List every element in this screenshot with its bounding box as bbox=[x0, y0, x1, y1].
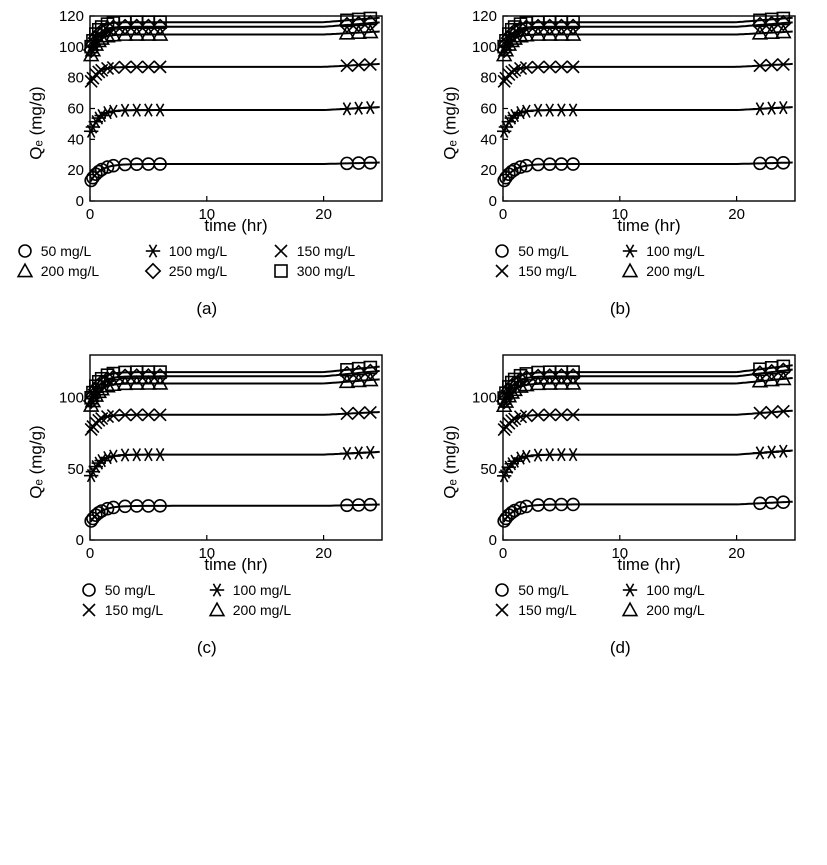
svg-text:0: 0 bbox=[499, 206, 507, 223]
chart-b: 02040608010012001020time (hr) bbox=[461, 10, 801, 235]
legend-label: 200 mg/L bbox=[233, 602, 291, 618]
svg-text:120: 120 bbox=[59, 10, 84, 25]
legend-item: 200 mg/L bbox=[15, 261, 135, 281]
legend: 50 mg/L 100 mg/L 150 mg/L 200 mg/L bbox=[79, 580, 335, 620]
legend-label: 50 mg/L bbox=[518, 243, 569, 259]
svg-text:100: 100 bbox=[472, 390, 497, 407]
legend-label: 200 mg/L bbox=[41, 263, 99, 279]
svg-text:50: 50 bbox=[67, 461, 84, 478]
chart-c: 05010001020time (hr) bbox=[48, 349, 388, 574]
legend-label: 50 mg/L bbox=[105, 582, 156, 598]
svg-text:0: 0 bbox=[86, 545, 94, 562]
panel-caption: (a) bbox=[196, 299, 217, 319]
legend-item: 300 mg/L bbox=[271, 261, 391, 281]
legend-label: 150 mg/L bbox=[518, 602, 576, 618]
svg-text:120: 120 bbox=[472, 10, 497, 25]
legend-label: 100 mg/L bbox=[233, 582, 291, 598]
svg-text:40: 40 bbox=[67, 131, 84, 148]
svg-text:20: 20 bbox=[481, 162, 498, 179]
ylabel: Qₑ (mg/g) bbox=[439, 349, 461, 574]
svg-text:50: 50 bbox=[481, 461, 498, 478]
svg-text:time (hr): time (hr) bbox=[204, 216, 267, 235]
legend-item: 200 mg/L bbox=[620, 600, 740, 620]
legend: 50 mg/L 100 mg/L 150 mg/L 200 mg/L 250 mg/L 3… bbox=[15, 241, 399, 281]
panel-a: Qₑ (mg/g) 02040608010012001020time (hr) … bbox=[5, 10, 409, 319]
legend-label: 150 mg/L bbox=[518, 263, 576, 279]
svg-text:100: 100 bbox=[59, 390, 84, 407]
legend-item: 50 mg/L bbox=[492, 580, 612, 600]
legend-label: 250 mg/L bbox=[169, 263, 227, 279]
panel-c: Qₑ (mg/g) 05010001020time (hr) 50 mg/L10… bbox=[5, 349, 409, 658]
panel-d: Qₑ (mg/g) 05010001020time (hr) 50 mg/L10… bbox=[419, 349, 823, 658]
legend-label: 100 mg/L bbox=[169, 243, 227, 259]
svg-text:0: 0 bbox=[489, 532, 497, 549]
legend-item: 150 mg/L bbox=[271, 241, 391, 261]
legend-label: 150 mg/L bbox=[297, 243, 355, 259]
legend-label: 150 mg/L bbox=[105, 602, 163, 618]
svg-text:time (hr): time (hr) bbox=[618, 555, 681, 574]
svg-text:40: 40 bbox=[481, 131, 498, 148]
svg-text:20: 20 bbox=[315, 545, 332, 562]
panel-caption: (b) bbox=[610, 299, 631, 319]
svg-text:time (hr): time (hr) bbox=[618, 216, 681, 235]
svg-text:0: 0 bbox=[499, 545, 507, 562]
ylabel: Qₑ (mg/g) bbox=[26, 349, 48, 574]
legend-label: 200 mg/L bbox=[646, 602, 704, 618]
svg-text:time (hr): time (hr) bbox=[204, 555, 267, 574]
svg-text:100: 100 bbox=[59, 39, 84, 56]
svg-text:0: 0 bbox=[489, 193, 497, 210]
svg-text:20: 20 bbox=[729, 206, 746, 223]
svg-text:60: 60 bbox=[67, 101, 84, 118]
svg-text:80: 80 bbox=[67, 70, 84, 87]
svg-text:20: 20 bbox=[67, 162, 84, 179]
legend-label: 50 mg/L bbox=[41, 243, 92, 259]
legend-item: 200 mg/L bbox=[620, 261, 740, 281]
svg-text:100: 100 bbox=[472, 39, 497, 56]
svg-text:20: 20 bbox=[729, 545, 746, 562]
legend-item: 50 mg/L bbox=[492, 241, 612, 261]
chart-a: 02040608010012001020time (hr) bbox=[48, 10, 388, 235]
svg-text:60: 60 bbox=[481, 101, 498, 118]
legend-item: 100 mg/L bbox=[207, 580, 327, 600]
chart-d: 05010001020time (hr) bbox=[461, 349, 801, 574]
svg-text:0: 0 bbox=[75, 532, 83, 549]
legend-label: 50 mg/L bbox=[518, 582, 569, 598]
legend: 50 mg/L 100 mg/L 150 mg/L 200 mg/L bbox=[492, 241, 748, 281]
legend-item: 50 mg/L bbox=[79, 580, 199, 600]
legend-item: 50 mg/L bbox=[15, 241, 135, 261]
legend-item: 150 mg/L bbox=[492, 261, 612, 281]
legend-item: 250 mg/L bbox=[143, 261, 263, 281]
svg-text:0: 0 bbox=[75, 193, 83, 210]
legend: 50 mg/L 100 mg/L 150 mg/L 200 mg/L bbox=[492, 580, 748, 620]
panel-caption: (d) bbox=[610, 638, 631, 658]
legend-item: 100 mg/L bbox=[143, 241, 263, 261]
legend-label: 200 mg/L bbox=[646, 263, 704, 279]
svg-text:80: 80 bbox=[481, 70, 498, 87]
panel-caption: (c) bbox=[197, 638, 217, 658]
ylabel: Qₑ (mg/g) bbox=[26, 10, 48, 235]
legend-item: 150 mg/L bbox=[79, 600, 199, 620]
ylabel: Qₑ (mg/g) bbox=[439, 10, 461, 235]
legend-label: 100 mg/L bbox=[646, 243, 704, 259]
legend-item: 100 mg/L bbox=[620, 241, 740, 261]
svg-text:0: 0 bbox=[86, 206, 94, 223]
legend-item: 100 mg/L bbox=[620, 580, 740, 600]
svg-text:20: 20 bbox=[315, 206, 332, 223]
legend-label: 100 mg/L bbox=[646, 582, 704, 598]
panel-b: Qₑ (mg/g) 02040608010012001020time (hr) … bbox=[419, 10, 823, 319]
legend-label: 300 mg/L bbox=[297, 263, 355, 279]
legend-item: 150 mg/L bbox=[492, 600, 612, 620]
legend-item: 200 mg/L bbox=[207, 600, 327, 620]
